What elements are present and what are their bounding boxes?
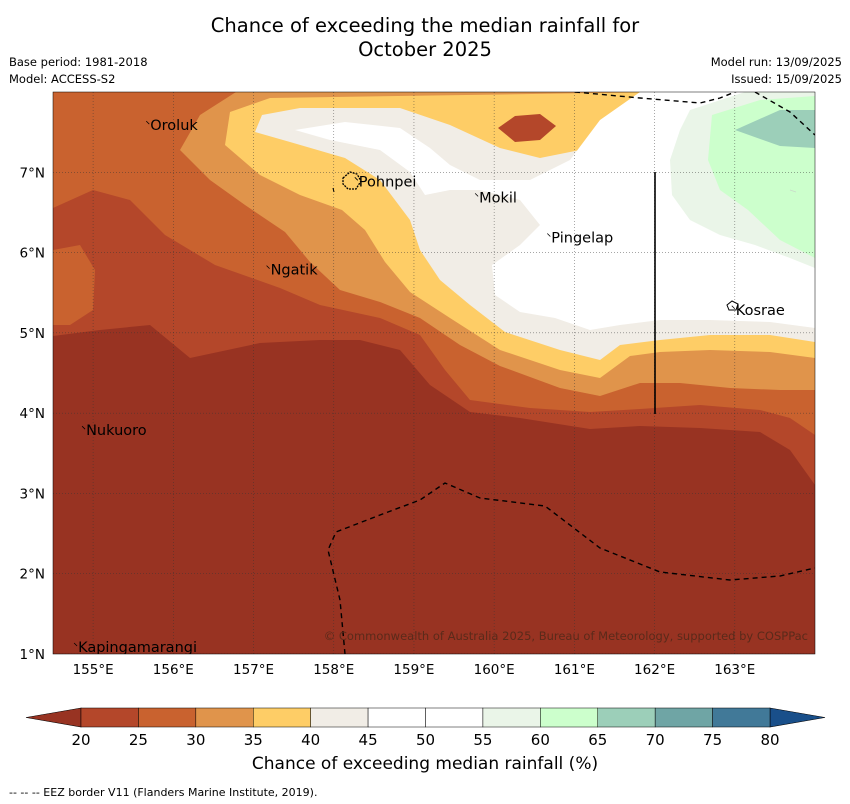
colorbar-segment [195,707,254,728]
place-marker [81,425,86,430]
meta-right: Model run: 13/09/2025 Issued: 15/09/2025 [711,54,842,88]
lon-tick-label: 162°E [634,662,675,678]
meta-left: Base period: 1981-2018 Model: ACCESS-S2 [9,54,148,88]
lon-tick-label: 163°E [714,662,755,678]
place-label-kapingamarangi: Kapingamarangi [78,640,197,656]
longitude-ticks: 155°E 156°E 157°E 158°E 159°E 160°E 161°E 162°E… [73,662,756,678]
lat-tick-label: 2°N [20,567,45,583]
chart-title: Chance of exceeding the median rainfall … [0,14,850,62]
kosrae-island-outline [726,300,739,311]
copyright-notice: © Commonwealth of Australia 2025, Bureau… [324,629,808,643]
colorbar-tick-label: 40 [301,731,320,749]
place-marker [547,233,551,237]
base-period: Base period: 1981-2018 [9,55,148,69]
graticule [53,92,815,654]
colorbar-segment [425,707,484,728]
eez-border [327,92,815,654]
colorbar-segment [482,707,541,728]
colorbar: 20 25 30 35 40 45 50 55 60 65 70 75 80 [25,707,826,749]
colorbar-segment [540,707,598,728]
colorbar-tick-label: 75 [703,731,722,749]
place-marker [354,177,359,181]
lat-tick-label: 4°N [20,406,45,422]
colorbar-segment [138,707,197,728]
colorbar-segment [597,707,656,728]
map-frame [52,91,816,655]
lon-tick-label: 161°E [554,662,595,678]
lat-tick-label: 3°N [20,486,45,502]
place-label-pohnpei: Pohnpei [359,174,417,190]
lat-tick-label: 6°N [20,246,45,262]
colorbar-tick-label: 20 [71,731,90,749]
colorbar-tick-label: 50 [416,731,435,749]
colorbar-segment [367,707,426,728]
lat-tick-label: 5°N [20,326,45,342]
colorbar-tick-label: 45 [359,731,378,749]
lon-tick-label: 159°E [393,662,434,678]
model-run: Model run: 13/09/2025 [710,55,842,69]
lon-tick-label: 155°E [73,662,114,678]
colorbar-title: Chance of exceeding median rainfall (%) [251,754,599,774]
place-marker [73,642,78,647]
colorbar-segment [253,707,311,728]
title-line-1: Chance of exceeding the median rainfall … [210,14,640,37]
lon-tick-label: 160°E [474,662,515,678]
rainfall-probability-field: Oroluk Pohnpei Mokil Pingelap Ngatik Kosrae Nu… [53,92,815,656]
colorbar-segment [310,707,369,728]
small-contour [789,189,797,193]
colorbar-segment [654,707,713,728]
lat-tick-label: 1°N [20,647,45,663]
colorbar-under-arrow [25,707,82,728]
pohnpei-island-outline [342,171,362,190]
colorbar-tick-label: 35 [244,731,263,749]
colorbar-over-arrow [769,707,826,728]
colorbar-tick-label: 55 [473,731,492,749]
colorbar-tick-label: 60 [531,731,550,749]
place-label-mokil: Mokil [479,190,517,206]
band-20-25-blob [498,114,556,142]
place-label-pingelap: Pingelap [551,231,613,247]
place-label-nukuoro: Nukuoro [86,423,147,439]
place-marker [474,193,479,197]
colorbar-tick-label: 80 [760,731,779,749]
place-marker [266,265,270,269]
model-name: Model: ACCESS-S2 [9,72,116,86]
place-label-kosrae: Kosrae [736,303,785,319]
colorbar-tick-label: 65 [588,731,607,749]
place-marker [731,305,736,310]
island-dot [332,187,335,193]
lon-tick-label: 157°E [233,662,274,678]
lat-tick-label: 7°N [20,165,45,181]
place-marker [145,120,150,125]
band-65-70 [735,110,815,148]
colorbar-tick-label: 70 [646,731,665,749]
place-label-oroluk: Oroluk [150,118,198,134]
colorbar-tick-label: 25 [129,731,148,749]
title-line-2: October 2025 [358,38,492,61]
colorbar-segment [712,707,771,728]
place-labels: Oroluk Pohnpei Mokil Pingelap Ngatik Kosrae Nu… [73,118,785,656]
colorbar-segment [80,707,139,728]
latitude-ticks: 1°N 2°N 3°N 4°N 5°N 6°N 7°N [20,165,45,663]
place-label-ngatik: Ngatik [271,263,319,279]
issued-date: Issued: 15/09/2025 [731,72,842,86]
colorbar-tick-label: 30 [186,731,205,749]
lon-tick-label: 158°E [313,662,354,678]
lon-tick-label: 156°E [153,662,194,678]
eez-footnote: -- -- -- EEZ border V11 (Flanders Marine… [9,786,318,799]
